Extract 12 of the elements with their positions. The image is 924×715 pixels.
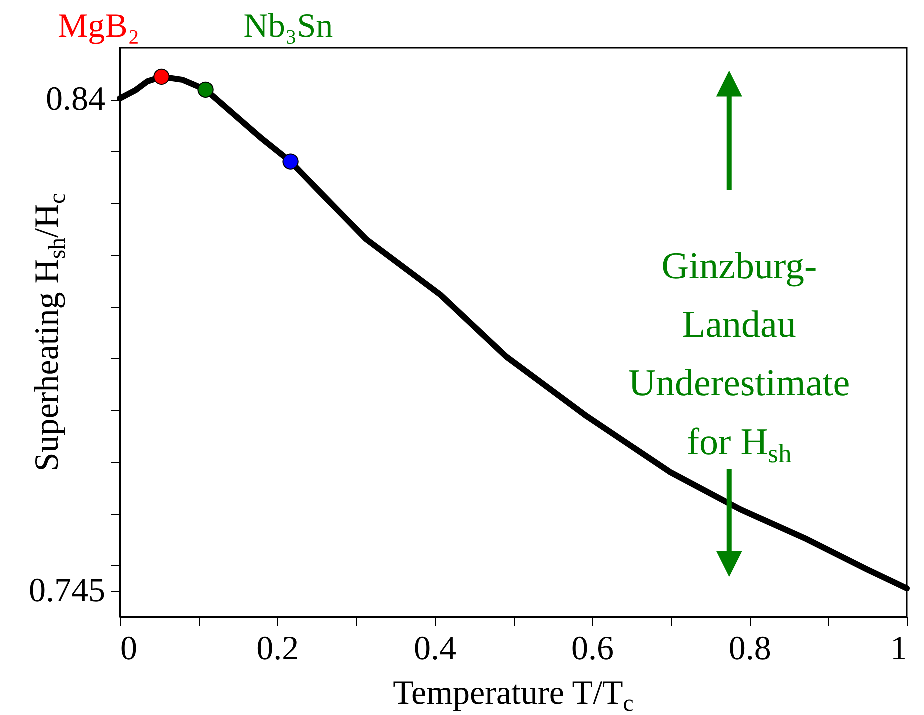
y-tick-label: 0.745: [29, 572, 106, 610]
x-tick-label: 0.4: [414, 630, 457, 668]
x-tick-label: 0: [120, 630, 138, 668]
series-label: MgB₂: [58, 8, 140, 45]
x-tick-label: 0.2: [256, 630, 300, 668]
x-tick-label: 0.6: [571, 630, 614, 668]
x-tick-label: 0.8: [728, 630, 772, 668]
series-label: Nb₃Sn: [244, 8, 334, 45]
x-axis-title: Temperature T/T$_{c}$: [393, 675, 634, 715]
y-tick-label: 0.84: [46, 81, 106, 118]
x-tick-label: 1: [890, 630, 908, 668]
annotation: Ginzburg-Landau Underestimate for H$_{sh}$: [628, 245, 850, 468]
